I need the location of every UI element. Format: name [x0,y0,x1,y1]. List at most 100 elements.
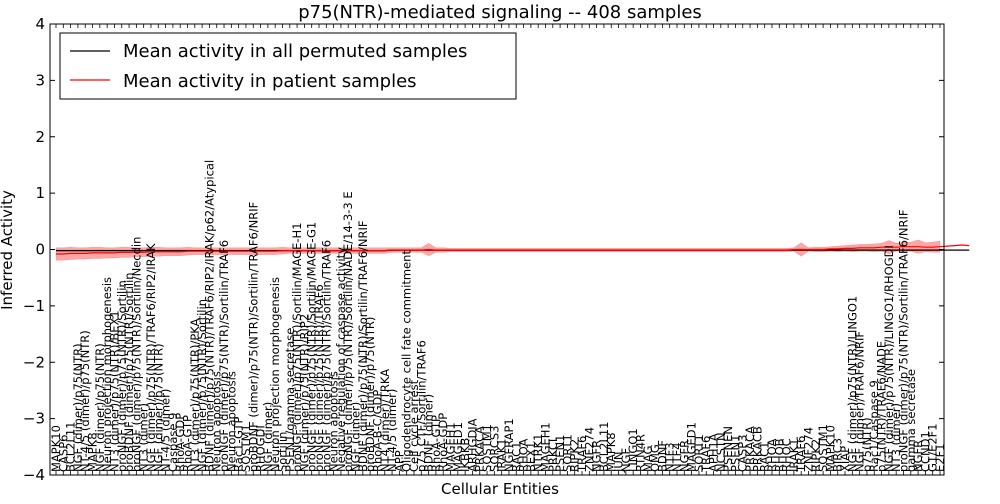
legend-label-permuted: Mean activity in all permuted samples [123,41,467,62]
x-tick-label: PRKACB [750,426,764,472]
x-tick-label: MAGEH1 [539,422,553,472]
x-tick-label: NCSTN [714,432,728,472]
x-tick-label: RIPK2 [809,439,823,472]
x-tick-label: PSEN1/gamma secretase [283,328,297,472]
y-tick-label: 1 [35,184,45,202]
x-tick-label: NT4 (dimer)/TRKA [378,369,392,472]
x-tick-label: proNGF (dimer)/p75(NTR)/TRAF6 [312,284,326,472]
x-tick-label: BIRC3 [831,438,845,472]
x-tick-label: LINGO1 [626,428,640,472]
x-tick-label: NT-4/5 (dimer) [159,389,173,472]
x-tick-label: RIPK2 [568,439,582,472]
x-tick-label: RhoA-GDP [436,413,450,472]
x-tick-label: MAGED1 [685,422,699,472]
y-tick-label: −1 [23,297,45,315]
x-tick-label: proNGF (dimer)/p75(NTR)/Sortilin/NADE/14… [341,191,355,472]
x-tick-label: NT3 (dimer)/p75(NTR)/PKA [188,318,202,472]
x-tick-label: APP [392,450,406,472]
x-tick-label: MAGEH1 [444,422,458,472]
x-tick-label: NGF (dimer)/p75(NTR)/RIP2 [297,314,311,472]
x-tick-label: NGF (dimer) [349,402,363,472]
x-tick-label: NGFRAP1 [502,418,516,472]
x-tick-label: NGFR [590,440,604,472]
x-tick-label: proNGF (dimer)/p75(NTR)/Sortilin/MAGE-H1 [290,222,304,472]
x-tick-label: proNGF (dimer)/p75(NTR)/Sortilin/TRAF6 [217,240,231,472]
x-tick-label: PRKACA [743,426,757,472]
x-tick-label: IKBKB [458,438,472,472]
x-tick-label: SORT1 [692,434,706,472]
y-tick-label: −4 [23,466,45,484]
x-tick-label: TRAF6 [794,436,808,473]
x-tick-label: PSEN1 [553,435,567,472]
x-tick-label: RHOA [517,439,531,472]
x-tick-label: NTRK1 [531,434,545,472]
x-tick-label: PSEN1 [728,435,742,472]
x-tick-label: NGF (dimer)/p75(NTR)/TRAF6/RIP2/IRAK [144,243,158,472]
x-tick-label: NGF (dimer)/p75(NTR) [93,343,107,472]
x-tick-label: RAC1 [509,441,523,472]
x-tick-label: PRKCI [546,439,560,472]
x-tick-label: PRKACA [473,426,487,472]
x-tick-label: BDNF (dimer)/p75(NTR)/TRAF6/RIP2/IRAK/p6… [202,160,216,472]
x-tick-label: RHOB [772,438,786,472]
x-tick-label: NT3 (dimer) [889,403,903,472]
x-tick-label: NGF (dimer)/p75(NTR)/Sortilin [195,299,209,472]
chart-title: p75(NTR)-mediated signaling -- 408 sampl… [298,2,702,23]
x-axis-label: Cellular Entities [441,480,559,498]
x-tick-label: Sortilin [276,432,290,472]
x-tick-label: CCND1 [918,431,932,472]
x-tick-label: Rac1/Caspase 9 [867,380,881,472]
x-tick-label: BCL2L11 [64,422,78,472]
x-tick-label: proNGF (dimer)/p75(NTR)/Sortilin/TRAF6/N… [897,210,911,472]
x-tick-label: SQSTM1 [239,424,253,472]
x-tick-label: ZNF274 [802,427,816,472]
x-tick-label: PSENEN [721,426,735,472]
x-tick-label: proNGF (dimer)/p75(NTR)/Sortilin/Necdin [129,237,143,472]
x-tick-label: BDNF (dimer) [422,394,436,472]
x-tick-label: NT-4/5 (dimer) [385,389,399,472]
x-tick-label: NGF (dimer)/p75(NTR) [71,343,85,472]
x-tick-label: Negative regulation of caspase activity [334,247,348,472]
x-tick-label: Neuron apoptosis [210,371,224,472]
x-tick-label: JUN [612,452,626,473]
x-tick-label: NT3 (dimer)/p75(NTR)/BEX1 [107,310,121,472]
x-tick-label: NT-4/5 (dimer)/p75(NTR) [78,330,92,472]
x-tick-label: Neuron projection morphogenesis [100,277,114,472]
x-tick-label: TRAF6 [575,436,589,473]
x-tick-label: NTF4 [670,442,684,472]
x-tick-label: Neuron apoptosis [224,371,238,472]
x-tick-label: SORT1 [560,434,574,472]
x-tick-label: RHOA [765,439,779,472]
x-tick-label: ARHGDIA [465,418,479,472]
y-tick-label: 0 [35,241,45,259]
x-tick-label: NT3 (dimer) [137,403,151,472]
x-tick-label: CASP3 [736,435,750,472]
x-tick-label: Rac1-GTP [232,416,246,472]
x-tick-label: MAGED1 [451,422,465,472]
x-tick-label: NGF [619,448,633,472]
plot-frame [49,23,945,476]
y-tick-label: −3 [23,410,45,428]
x-tick-label: RhoA-B-C/GDP [371,390,385,472]
x-tick-label: NGF (dimer) [261,402,275,472]
y-axis-label: Inferred Activity [0,190,16,310]
legend-label-patient: Mean activity in patient samples [123,71,417,92]
x-tick-label: MAPK8 [86,432,100,472]
x-tick-label: NGFR [677,440,691,472]
x-tick-label: SORCS3 [487,426,501,472]
x-tick-label: E2F1 [933,443,947,472]
x-tick-label: SQSTM1 [816,424,830,472]
y-tick-label: 2 [35,128,45,146]
x-tick-label: NGF (dimer)/p75(NTR)/LINGO1 [845,296,859,472]
x-tick-label: MAPK10 [823,425,837,472]
x-tick-label: MAG [641,446,655,473]
x-tick-label: RHOGDI [254,425,268,472]
x-tick-label: IRAK1 [787,438,801,472]
x-tick-label: RTN4R [634,434,648,472]
x-tick-label: NGFR [911,440,925,472]
x-tick-label: RAC1 [758,441,772,472]
x-tick-label: BDNF (dimer)/p75(NTR)/Sortilin/TRAF6/NRI… [356,220,370,472]
x-tick-label: gamma secretase [904,369,918,472]
x-tick-label: proNGF (dimer)/p75(NTR)/Sortilin/MAGE-G1 [305,222,319,472]
